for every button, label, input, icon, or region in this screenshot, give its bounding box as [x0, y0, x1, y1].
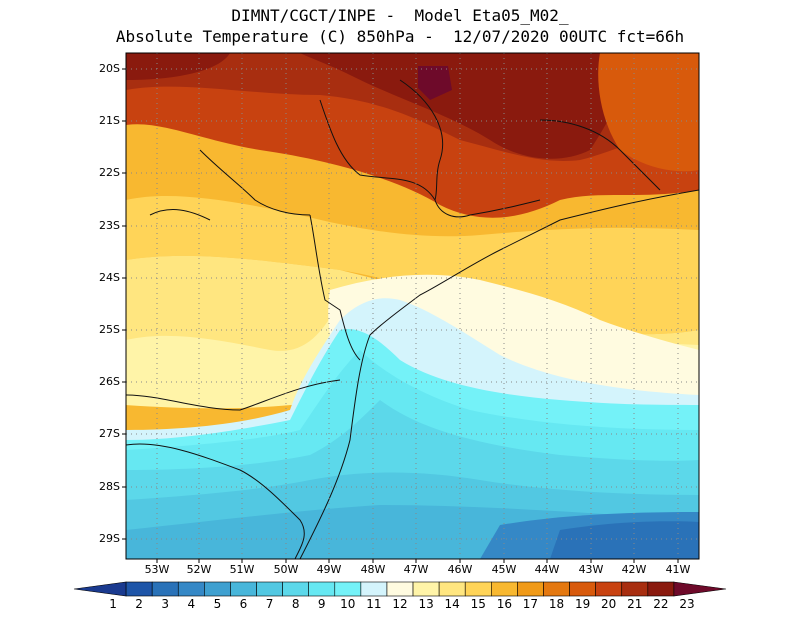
colorbar-label: 5 [213, 597, 222, 611]
colorbar-swatch [230, 581, 257, 597]
colorbar-label: 12 [392, 597, 408, 611]
lat-label: 29S [99, 532, 120, 545]
colorbar-swatch [204, 581, 231, 597]
lat-label: 26S [99, 375, 120, 388]
lon-label: 52W [186, 563, 212, 576]
colorbar-swatch [125, 581, 153, 597]
lon-label: 43W [578, 563, 604, 576]
lon-label: 50W [273, 563, 299, 576]
lat-label: 23S [99, 219, 120, 232]
colorbar-swatch [334, 581, 362, 597]
colorbar-swatch [491, 581, 518, 597]
colorbar-label: 7 [265, 597, 274, 611]
axis-ticks [122, 68, 679, 563]
temperature-field [126, 53, 699, 559]
colorbar-label: 8 [291, 597, 300, 611]
colorbar-swatch [151, 581, 179, 597]
lon-label: 53W [144, 563, 170, 576]
colorbar-swatch [673, 581, 727, 597]
field-band-23 [418, 66, 452, 100]
colorbar-label: 9 [317, 597, 326, 611]
map-frame [125, 52, 700, 560]
lon-label: 44W [534, 563, 560, 576]
lon-label: 46W [447, 563, 473, 576]
lat-label: 28S [99, 480, 120, 493]
colorbar-label: 22 [653, 597, 669, 611]
lon-label: 42W [621, 563, 647, 576]
colorbar-swatch [517, 581, 544, 597]
colorbar-swatch [543, 581, 570, 597]
colorbar-label: 15 [470, 597, 486, 611]
colorbar-label: 16 [496, 597, 512, 611]
colorbar-label: 21 [627, 597, 643, 611]
coastline-borders [126, 79, 699, 559]
lat-label: 20S [99, 62, 120, 75]
graticule [126, 53, 699, 559]
lon-label: 41W [665, 563, 691, 576]
lat-label: 25S [99, 323, 120, 336]
colorbar-label: 13 [418, 597, 434, 611]
colorbar-swatch [647, 581, 675, 597]
colorbar-label: 18 [548, 597, 565, 611]
colorbar-swatch [412, 581, 440, 597]
colorbar-swatch [256, 581, 283, 597]
colorbar-swatch [282, 581, 309, 597]
colorbar-swatch [595, 581, 623, 597]
field-band-22 [300, 53, 640, 159]
lat-label: 21S [99, 114, 120, 127]
lat-label: 24S [99, 271, 120, 284]
colorbar-label: 17 [522, 597, 539, 611]
field-band-22b [126, 53, 230, 80]
colorbar-swatch [177, 581, 205, 597]
colorbar-label: 14 [444, 597, 460, 611]
colorbar-label: 11 [366, 597, 382, 611]
field-band-3 [550, 521, 699, 559]
colorbar-label: 6 [239, 597, 248, 611]
colorbar-swatch [386, 581, 414, 597]
colorbar-label: 23 [679, 597, 695, 611]
field-band-15 [126, 195, 699, 335]
lat-label: 27S [99, 427, 120, 440]
lon-label: 49W [316, 563, 342, 576]
colorbar-label: 4 [187, 597, 196, 611]
lon-label: 47W [403, 563, 429, 576]
colorbar-swatch [360, 581, 388, 597]
lon-label: 48W [360, 563, 386, 576]
colorbar-label: 1 [109, 597, 117, 611]
colorbar-label: 10 [340, 597, 356, 611]
colorbar-swatch [308, 581, 336, 597]
colorbar-swatch [464, 581, 492, 597]
colorbar-label: 3 [161, 597, 170, 611]
colorbar-swatch [621, 581, 649, 597]
colorbar-label: 2 [135, 597, 143, 611]
colorbar-label: 19 [574, 597, 591, 611]
colorbar-swatch [73, 581, 127, 597]
field-band-19 [598, 53, 699, 172]
map-title-line2: Absolute Temperature (C) 850hPa - 12/07/… [115, 27, 685, 46]
colorbar-swatch [438, 581, 466, 597]
map-title-line1: DIMNT/CGCT/INPE - Model Eta05_M02_ [231, 6, 569, 25]
colorbar-label: 20 [601, 597, 617, 611]
lon-label: 51W [229, 563, 255, 576]
colorbar-swatch [569, 581, 596, 597]
lat-label: 22S [99, 166, 120, 179]
lon-label: 45W [491, 563, 517, 576]
colorbar [73, 581, 727, 597]
